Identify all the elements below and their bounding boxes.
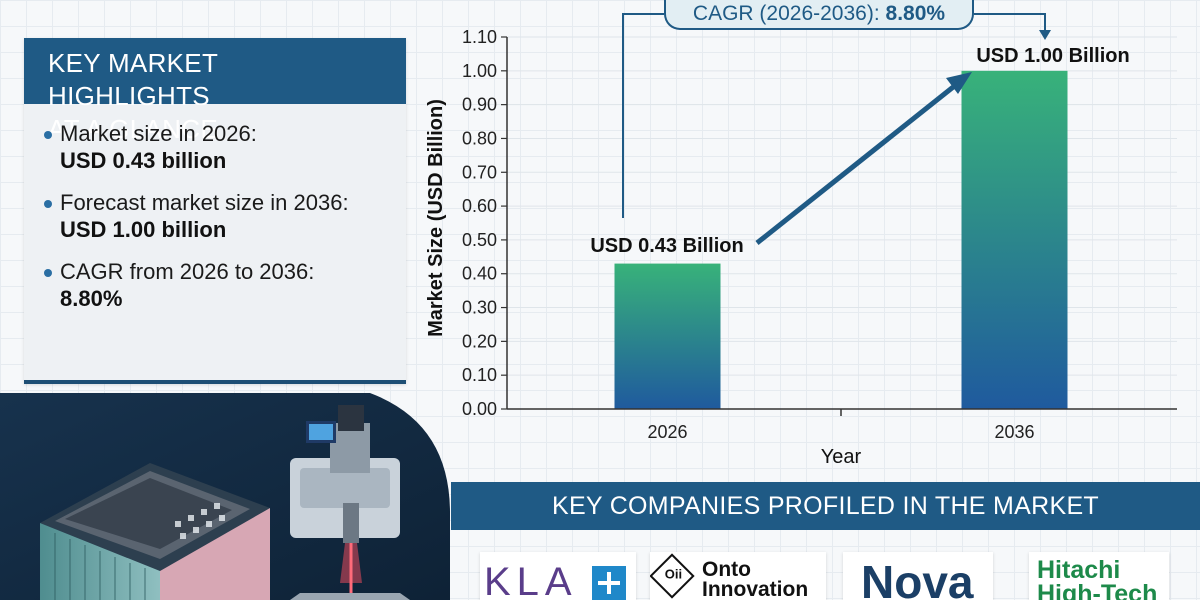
bar-2036 xyxy=(961,70,1068,410)
onto-mark-text: Oii xyxy=(664,566,683,582)
highlights-title-line2: AT A GLANCE xyxy=(48,114,218,144)
y-tick-label: 0.60 xyxy=(462,196,497,216)
y-tick-labels: 0.00 0.10 0.20 0.30 0.40 0.50 0.60 0.70 0.80 0.90… xyxy=(462,27,507,419)
bullet-icon xyxy=(44,269,52,277)
semiconductor-inspection-illustration xyxy=(0,393,450,600)
highlight-label: CAGR from 2026 to 2036: xyxy=(60,259,315,284)
growth-arrow-line xyxy=(755,78,964,245)
x-tick-label: 2036 xyxy=(994,422,1034,442)
highlight-value: 8.80% xyxy=(60,286,123,311)
company-logo-kla: KLA xyxy=(480,552,636,600)
cagr-callout: CAGR (2026-2036): 8.80% xyxy=(664,0,974,30)
onto-wordmark: Onto Innovation xyxy=(702,558,809,600)
cagr-label: CAGR (2026-2036): xyxy=(692,2,880,25)
highlights-list: Market size in 2026: USD 0.43 billion Fo… xyxy=(24,104,406,312)
bullet-icon xyxy=(44,131,52,139)
cagr-connector-line xyxy=(622,13,664,218)
hitachi-wordmark-line1: Hitachi xyxy=(1037,556,1121,584)
cagr-value: 8.80% xyxy=(885,2,946,25)
kla-wordmark: KLA xyxy=(484,560,578,600)
highlight-item: Market size in 2026: USD 0.43 billion xyxy=(42,120,406,174)
highlight-item: Forecast market size in 2036: USD 1.00 b… xyxy=(42,189,406,243)
companies-title: KEY COMPANIES PROFILED IN THE MARKET xyxy=(451,482,1200,530)
onto-diamond-icon: Oii xyxy=(650,553,695,599)
y-tick-label: 0.20 xyxy=(462,331,497,351)
company-logo-onto-innovation: Oii Onto Innovation xyxy=(650,552,826,600)
bullet-icon xyxy=(44,200,52,208)
onto-wordmark-line1: Onto xyxy=(702,558,751,581)
cagr-connector-line xyxy=(974,13,1046,32)
company-logo-hitachi-high-tech: Hitachi High-Tech xyxy=(1029,552,1169,600)
highlights-title: KEY MARKET HIGHLIGHTS AT A GLANCE xyxy=(24,38,406,144)
y-tick-label: 0.80 xyxy=(462,128,497,148)
hitachi-wordmark-line2: High-Tech xyxy=(1037,580,1158,600)
y-tick-label: 1.00 xyxy=(462,61,497,81)
highlight-item: CAGR from 2026 to 2036: 8.80% xyxy=(42,258,406,312)
y-tick-label: 0.40 xyxy=(462,264,497,284)
highlight-label: Market size in 2026: xyxy=(60,121,257,146)
hitachi-wordmark: Hitachi High-Tech xyxy=(1037,558,1157,600)
highlight-value: USD 1.00 billion xyxy=(60,217,227,242)
y-tick-label: 0.30 xyxy=(462,298,497,318)
highlight-label: Forecast market size in 2036: xyxy=(60,190,349,215)
highlights-title-line1: KEY MARKET HIGHLIGHTS xyxy=(48,48,218,111)
onto-wordmark-line2: Innovation xyxy=(702,578,809,600)
bars xyxy=(614,70,1068,410)
bar-value-label: USD 1.00 Billion xyxy=(976,45,1129,67)
highlight-value: USD 0.43 billion xyxy=(60,148,227,173)
y-axis-title: Market Size (USD Billion) xyxy=(425,99,447,337)
plus-square-icon xyxy=(592,566,626,600)
y-tick-label: 0.00 xyxy=(462,399,497,419)
y-tick-label: 0.10 xyxy=(462,365,497,385)
highlights-panel: KEY MARKET HIGHLIGHTS AT A GLANCE Market… xyxy=(24,38,406,384)
growth-arrow-icon xyxy=(946,72,972,94)
gridlines xyxy=(507,36,1177,410)
x-tick-labels: 2026 2036 xyxy=(647,422,1034,442)
bar-2026 xyxy=(614,263,721,409)
y-tick-label: 0.70 xyxy=(462,162,497,182)
nova-wordmark: Nova xyxy=(861,556,974,600)
arrow-down-icon xyxy=(1039,30,1051,40)
x-axis-title: Year xyxy=(821,446,862,468)
company-logo-nova: Nova xyxy=(843,552,993,600)
y-tick-label: 1.10 xyxy=(462,27,497,47)
x-tick-label: 2026 xyxy=(647,422,687,442)
y-tick-label: 0.90 xyxy=(462,95,497,115)
bar-value-label: USD 0.43 Billion xyxy=(590,235,743,257)
y-tick-label: 0.50 xyxy=(462,230,497,250)
